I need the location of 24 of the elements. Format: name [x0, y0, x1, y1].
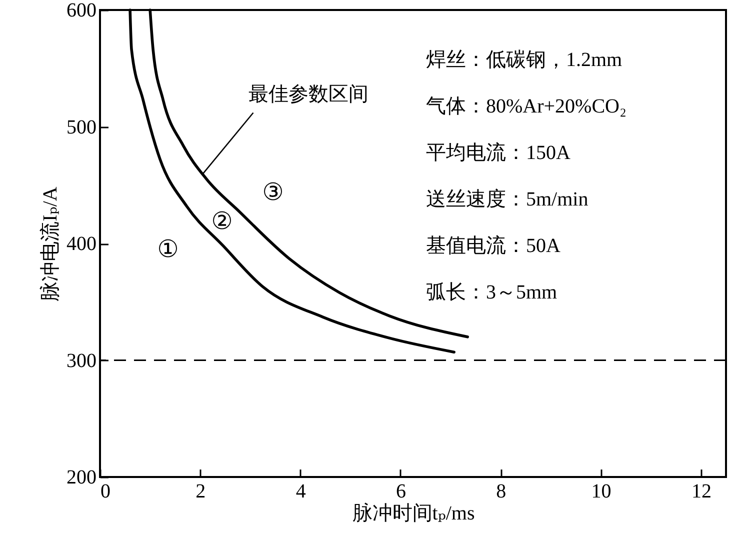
annotation: 气体：80%Ar+20%CO₂ [426, 96, 626, 118]
x-axis-title: 脉冲时间tₚ/ms [352, 502, 475, 524]
y-tick-label: 400 [66, 233, 96, 255]
annotation: 平均电流：150A [426, 142, 571, 164]
annotation: ③ [262, 178, 284, 206]
x-tick-label: 4 [296, 480, 306, 502]
x-tick-label: 10 [591, 480, 612, 502]
annotation: ① [157, 235, 179, 263]
y-axis-title: 脉冲电流Iₚ/A [40, 186, 62, 302]
y-tick-label: 600 [66, 0, 96, 22]
y-tick-label: 300 [66, 350, 96, 372]
annotation: 基值电流：50A [426, 235, 561, 257]
x-tick-label: 12 [691, 480, 712, 502]
annotation: 弧长：3～5mm [426, 282, 558, 304]
x-tick-label: 8 [496, 480, 506, 502]
x-tick-label: 2 [196, 480, 206, 502]
annotation: 焊丝：低碳钢，1.2mm [426, 49, 623, 71]
x-tick-label: 6 [396, 480, 406, 502]
x-tick-label: 0 [100, 480, 110, 502]
annotation: 送丝速度：5m/min [426, 188, 588, 210]
annotation: 最佳参数区间 [248, 84, 368, 106]
y-tick-label: 500 [66, 116, 96, 138]
annotation: ② [211, 207, 233, 235]
y-tick-label: 200 [66, 466, 96, 488]
